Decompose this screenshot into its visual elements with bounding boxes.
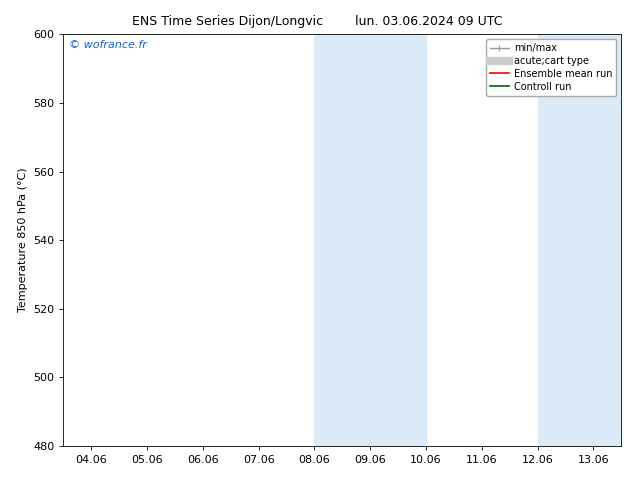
Y-axis label: Temperature 850 hPa (°C): Temperature 850 hPa (°C): [18, 168, 27, 313]
Bar: [314, 34, 426, 446]
Text: ENS Time Series Dijon/Longvic        lun. 03.06.2024 09 UTC: ENS Time Series Dijon/Longvic lun. 03.06…: [132, 15, 502, 28]
Text: © wofrance.fr: © wofrance.fr: [69, 41, 147, 50]
Bar: [538, 34, 627, 446]
Legend: min/max, acute;cart type, Ensemble mean run, Controll run: min/max, acute;cart type, Ensemble mean …: [486, 39, 616, 96]
